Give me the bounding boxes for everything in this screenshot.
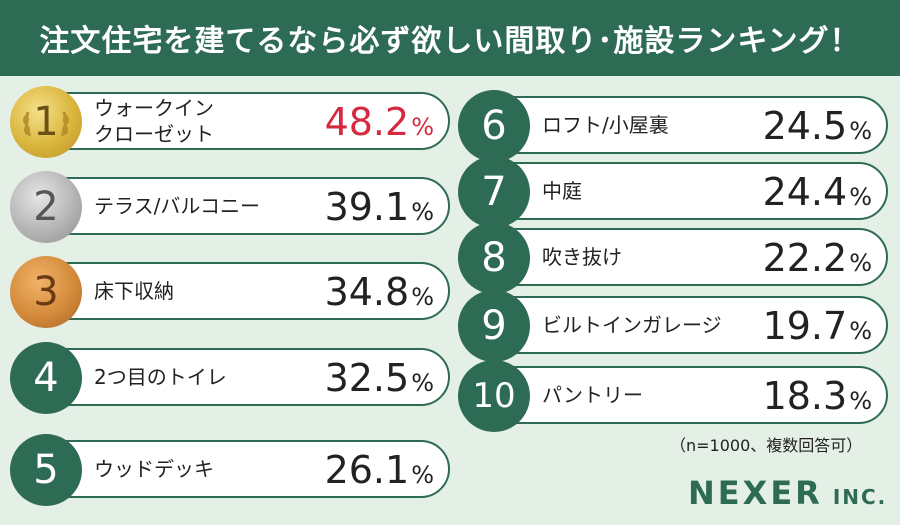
rank-badge: 8 <box>458 222 530 294</box>
item-label: ウッドデッキ <box>94 457 214 481</box>
gold-medal-icon: 1 <box>10 86 82 158</box>
item-value: 39.1% <box>324 185 434 229</box>
logo-name: NEXER <box>688 474 823 512</box>
rank-number: 2 <box>33 184 59 230</box>
rank-number: 10 <box>472 376 516 416</box>
company-logo: NEXER INC. <box>688 474 887 512</box>
item-label: パントリー <box>542 383 643 407</box>
item-value: 24.5% <box>762 104 872 148</box>
item-value: 19.7% <box>762 304 872 348</box>
rank-badge: 6 <box>458 90 530 162</box>
rank-badge: 7 <box>458 156 530 228</box>
item-label: テラス/バルコニー <box>94 194 260 218</box>
item-label: ロフト/小屋裏 <box>542 113 669 137</box>
survey-note: （n=1000、複数回答可） <box>670 436 863 455</box>
rank-number: 6 <box>481 103 507 149</box>
rank-number: 8 <box>481 235 507 281</box>
rank-number: 3 <box>33 269 59 315</box>
page-title: 注文住宅を建てるなら必ず欲しい間取り･施設ランキング！ <box>0 0 900 76</box>
rank-badge: 10 <box>458 360 530 432</box>
item-value: 24.4% <box>762 170 872 214</box>
ranking-item-4: 4 2つ目のトイレ 32.5% <box>10 342 450 414</box>
silver-medal-icon: 2 <box>10 171 82 243</box>
item-value: 26.1% <box>324 448 434 492</box>
item-label: ウォークイン クローゼット <box>94 96 214 146</box>
item-label: 中庭 <box>542 179 582 203</box>
ranking-item-2: 2 テラス/バルコニー 39.1% <box>10 171 450 243</box>
ranking-item-9: 9 ビルトインガレージ 19.7% <box>458 290 888 362</box>
rank-badge: 4 <box>10 342 82 414</box>
ranking-item-8: 8 吹き抜け 22.2% <box>458 222 888 294</box>
rank-number: 4 <box>33 355 59 401</box>
rank-number: 7 <box>481 169 507 215</box>
rank-badge: 9 <box>458 290 530 362</box>
item-label: ビルトインガレージ <box>542 313 722 337</box>
rank-badge: 5 <box>10 434 82 506</box>
item-value: 22.2% <box>762 236 872 280</box>
rank-number: 5 <box>33 447 59 493</box>
item-value: 18.3% <box>762 374 872 418</box>
ranking-item-5: 5 ウッドデッキ 26.1% <box>10 434 450 506</box>
item-label: 床下収納 <box>94 279 174 303</box>
item-value: 32.5% <box>324 356 434 400</box>
item-label: 2つ目のトイレ <box>94 365 227 389</box>
ranking-item-10: 10 パントリー 18.3% <box>458 360 888 432</box>
bronze-medal-icon: 3 <box>10 256 82 328</box>
ranking-item-6: 6 ロフト/小屋裏 24.5% <box>458 90 888 162</box>
ranking-item-7: 7 中庭 24.4% <box>458 156 888 228</box>
rank-number: 1 <box>33 99 59 145</box>
item-label: 吹き抜け <box>542 245 622 269</box>
ranking-item-1: 1 ウォークイン クローゼット 48.2% <box>10 86 450 158</box>
item-value: 34.8% <box>324 270 434 314</box>
logo-suffix: INC. <box>832 485 888 509</box>
ranking-item-3: 3 床下収納 34.8% <box>10 256 450 328</box>
item-value: 48.2% <box>324 100 434 144</box>
rank-number: 9 <box>481 303 507 349</box>
